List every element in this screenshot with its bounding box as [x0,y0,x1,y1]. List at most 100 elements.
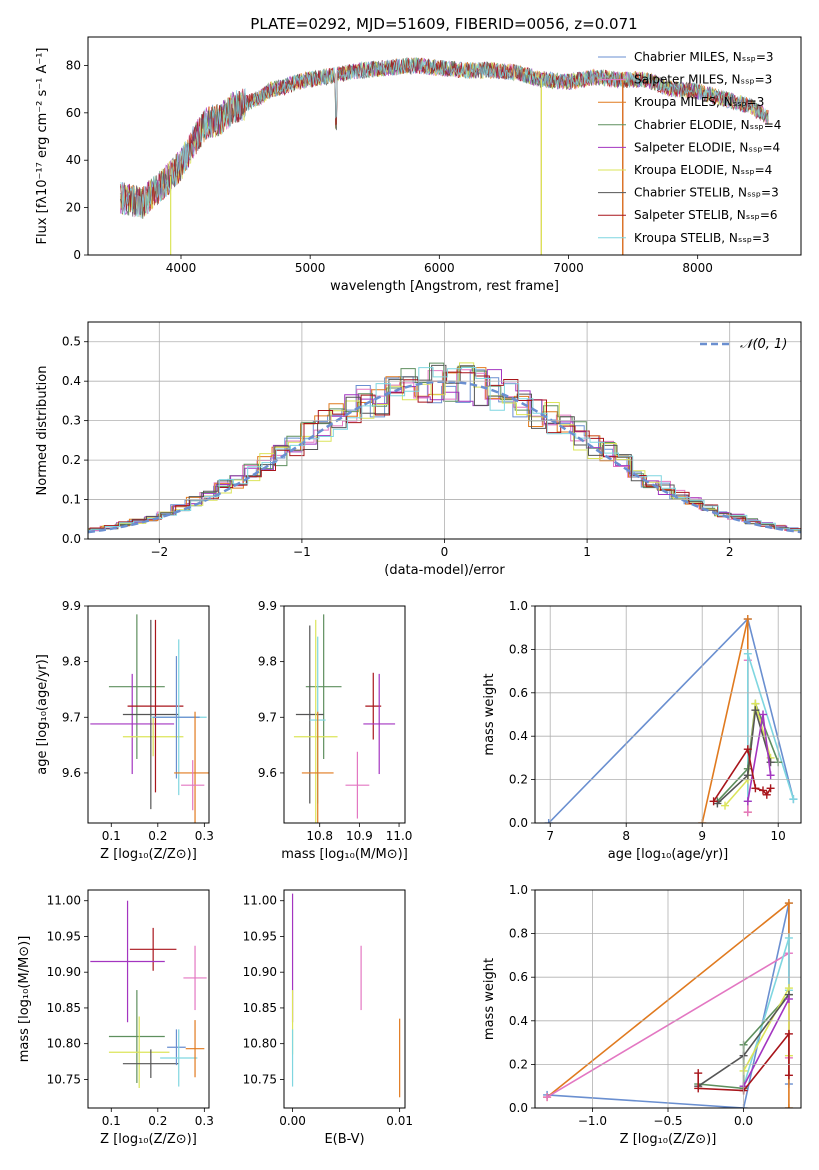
y-tick-label: 10.75 [243,1072,277,1086]
y-tick-label: 0.0 [509,1101,528,1115]
axes-mass-weight-vs-age: 7 8 9 10 0.0 0.2 0.4 0.6 0.8 1.0 age [log₁₀(age/yr… [482,599,802,862]
marks [544,615,798,823]
y-tick-label: 40 [66,153,81,167]
y-tick-label: 10.75 [47,1072,81,1086]
legend-label: Chabrier STELIB, Nₛₛₚ=3 [634,186,779,200]
errorbar-point [129,927,177,971]
legend-label: Salpeter MILES, Nₛₛₚ=3 [634,73,772,87]
y-tick-label: 0.2 [509,1057,528,1071]
y-tick-label: 80 [66,58,81,72]
series-marker [709,797,718,806]
y-tick-label: 9.8 [62,655,81,669]
x-tick-label: −2 [150,545,168,559]
spectrum-line [120,57,769,219]
axes-frame [87,605,210,824]
x-tick-label: 11.0 [386,829,413,843]
axes-mass-vs-Z: 0.1 0.2 0.3 10.75 10.80 10.85 10.90 10.95 11.00 Z… [17,889,214,1147]
axes-mass-weight-vs-Z: −1.0 −0.5 0.0 0.0 0.2 0.4 0.6 0.8 1.0 Z [log₁₀(Z/… [482,883,802,1147]
y-tick-label: 0.3 [62,414,81,428]
axes-frame [534,605,802,824]
plot-area [291,893,401,1098]
series-marker [766,771,775,780]
histogram-step [88,366,801,532]
x-axis-label: E(B-V) [324,1132,364,1147]
errorbar-point [160,1029,198,1087]
series-marker [743,808,752,817]
x-axis-label: Z [log₁₀(Z/Z⊙)] [100,847,197,862]
axes-spectrum: 4000 5000 6000 7000 8000 0 20 40 60 80 wavelength … [35,36,802,294]
series-marker [721,801,729,810]
series-marker [544,819,553,823]
marks [90,900,207,1088]
legend: 𝒩(0, 1) [700,337,787,352]
x-tick-label: −1.0 [578,1114,607,1128]
y-axis-label: age [log₁₀(age/yr)] [35,654,50,775]
axes-frame [283,889,406,1109]
errorbar-point [122,717,184,757]
series-marker [743,797,752,806]
series-marker [784,899,793,908]
y-tick-label: 0.4 [509,729,528,743]
y-tick-label: 9.7 [62,710,81,724]
figure-title: PLATE=0292, MJD=51609, FIBERID=0056, z=0… [250,15,637,33]
y-axis-label: mass weight [482,673,497,755]
series-marker [743,615,752,624]
marks [291,893,401,1098]
series-marker [743,771,752,780]
y-tick-label: 60 [66,106,81,120]
y-tick-label: 0 [73,248,81,262]
axes-frame [87,321,802,540]
plot-area [544,615,798,823]
y-tick-label: 11.00 [47,894,81,908]
x-tick-label: 9 [698,829,706,843]
y-tick-label: 10.85 [243,1001,277,1015]
x-tick-label: 0.3 [195,1114,214,1128]
y-tick-label: 0.0 [62,532,81,546]
series-marker [766,758,775,767]
series-marker [784,933,793,942]
y-axis-label: Flux [fλ10⁻¹⁷ erg cm⁻² s⁻¹ A⁻¹] [35,48,50,245]
x-tick-label: 10.8 [306,829,333,843]
axes-age-vs-Z: 0.1 0.2 0.3 9.6 9.7 9.8 9.9 Z [log₁₀(Z/Z⊙)] age … [35,599,214,862]
y-axis-label: mass weight [482,958,497,1040]
series-marker [751,706,760,715]
series-marker [784,1071,793,1080]
series-marker [694,1084,703,1093]
plot-area [90,900,207,1088]
y-tick-label: 10.85 [47,1001,81,1015]
y-axis-label: mass [log₁₀(M/M⊙)] [17,936,32,1063]
y-tick-label: 9.7 [258,710,277,724]
x-tick-label: −0.5 [653,1114,682,1128]
axes-age-vs-mass: 10.8 10.9 11.0 9.6 9.7 9.8 9.9 mass [log₁₀(M/M⊙… [258,599,413,862]
x-tick-label: 0.01 [386,1114,413,1128]
x-tick-label: 0.3 [195,829,214,843]
y-tick-label: 9.6 [258,766,277,780]
errorbar-point [181,760,205,811]
y-tick-label: 10.95 [243,929,277,943]
plot-area [119,56,769,255]
x-tick-label: 0.00 [279,1114,306,1128]
x-tick-label: 0.2 [148,829,167,843]
y-tick-label: 0.1 [62,493,81,507]
y-tick-label: 11.00 [243,894,277,908]
y-tick-label: 10.80 [243,1037,277,1051]
series-marker [789,795,798,804]
axes-frame [534,889,802,1109]
axes-frame [87,889,210,1109]
x-axis-label: age [log₁₀(age/yr)] [608,847,729,862]
series-marker [784,995,793,1003]
x-tick-label: 0.1 [102,1114,121,1128]
x-axis-label: wavelength [Angstrom, rest frame] [330,279,559,294]
series-marker [759,710,767,719]
axes-residual-histogram: −2 −1 0 1 2 0.0 0.1 0.2 0.3 0.4 0.5 (data-model)/er… [35,321,802,578]
y-tick-label: 10.95 [47,929,81,943]
y-tick-label: 0.2 [62,453,81,467]
errorbar-point [185,1020,205,1078]
histogram-step [88,362,801,533]
y-tick-label: 10.80 [47,1037,81,1051]
y-axis-label: Normed distribution [35,366,50,496]
legend-label: Salpeter ELODIE, Nₛₛₚ=4 [634,140,780,154]
errorbar-point [183,945,207,1011]
errorbar-point [127,619,184,793]
